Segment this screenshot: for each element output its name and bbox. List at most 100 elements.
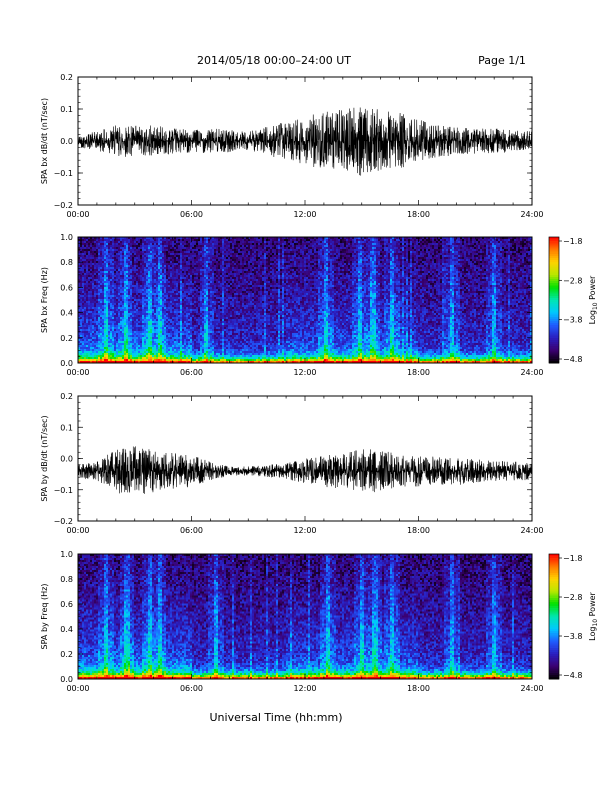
- spectrogram-cell: [92, 297, 95, 300]
- spectrogram-cell: [158, 319, 161, 322]
- spectrogram-cell: [124, 327, 127, 330]
- spectrogram-cell: [148, 331, 151, 334]
- spectrogram-cell: [108, 257, 111, 260]
- spectrogram-cell: [152, 303, 155, 306]
- spectrogram-cell: [116, 357, 119, 360]
- spectrogram-cell: [142, 303, 145, 306]
- spectrogram-cell: [168, 277, 171, 280]
- spectrogram-cell: [128, 349, 131, 352]
- spectrogram-cell: [200, 347, 203, 350]
- spectrogram-cell: [224, 331, 227, 334]
- spectrogram-cell: [204, 307, 207, 310]
- spectrogram-cell: [82, 301, 85, 304]
- spectrogram-cell: [102, 331, 105, 334]
- spectrogram-cell: [172, 299, 175, 302]
- spectrogram-cell: [92, 299, 95, 302]
- spectrogram-cell: [98, 243, 101, 246]
- spectrogram-cell: [108, 337, 111, 340]
- spectrogram-cell: [142, 239, 145, 242]
- spectrogram-cell: [202, 293, 205, 296]
- spectrogram-cell: [210, 273, 213, 276]
- spectrogram-cell: [192, 309, 195, 312]
- spectrogram-cell: [222, 313, 225, 316]
- spectrogram-cell: [202, 259, 205, 262]
- spectrogram-cell: [154, 305, 157, 308]
- spectrogram-cell: [140, 309, 143, 312]
- spectrogram-cell: [140, 317, 143, 320]
- spectrogram-cell: [88, 287, 91, 290]
- spectrogram-cell: [132, 273, 135, 276]
- spectrogram-cell: [126, 245, 129, 248]
- spectrogram-cell: [190, 343, 193, 346]
- spectrogram-cell: [114, 259, 117, 262]
- spectrogram-cell: [228, 293, 231, 296]
- spectrogram-cell: [206, 307, 209, 310]
- spectrogram-cell: [126, 277, 129, 280]
- spectrogram-cell: [182, 311, 185, 314]
- spectrogram-cell: [112, 293, 115, 296]
- spectrogram-cell: [162, 331, 165, 334]
- spectrogram-cell: [188, 275, 191, 278]
- spectrogram-cell: [114, 285, 117, 288]
- spectrogram-cell: [106, 289, 109, 292]
- spectrogram-cell: [180, 343, 183, 346]
- spectrogram-cell: [190, 355, 193, 358]
- spectrogram-cell: [178, 345, 181, 348]
- spectrogram-cell: [176, 347, 179, 350]
- spectrogram-cell: [214, 303, 217, 306]
- spectrogram-cell: [146, 325, 149, 328]
- spectrogram-cell: [128, 283, 131, 286]
- spectrogram-cell: [202, 327, 205, 330]
- spectrogram-cell: [220, 319, 223, 322]
- spectrogram-cell: [122, 359, 125, 362]
- spectrogram-cell: [98, 319, 101, 322]
- spectrogram-cell: [154, 255, 157, 258]
- spectrogram-cell: [226, 287, 229, 290]
- spectrogram-cell: [98, 301, 101, 304]
- spectrogram-cell: [180, 345, 183, 348]
- spectrogram-cell: [162, 249, 165, 252]
- spectrogram-cell: [144, 271, 147, 274]
- spectrogram-cell: [92, 333, 95, 336]
- spectrogram-cell: [100, 279, 103, 282]
- spectrogram-cell: [222, 271, 225, 274]
- spectrogram-cell: [184, 351, 187, 354]
- spectrogram-cell: [84, 331, 87, 334]
- spectrogram-cell: [102, 271, 105, 274]
- spectrogram-cell: [84, 329, 87, 332]
- spectrogram-cell: [104, 281, 107, 284]
- spectrogram-cell: [132, 239, 135, 242]
- spectrogram-cell: [196, 311, 199, 314]
- spectrogram-cell: [222, 297, 225, 300]
- spectrogram-cell: [88, 301, 91, 304]
- spectrogram-cell: [120, 283, 123, 286]
- spectrogram-cell: [82, 279, 85, 282]
- spectrogram-cell: [214, 263, 217, 266]
- spectrogram-cell: [164, 311, 167, 314]
- spectrogram-cell: [160, 317, 163, 320]
- spectrogram-cell: [156, 343, 159, 346]
- spectrogram-cell: [178, 283, 181, 286]
- spectrogram-cell: [210, 343, 213, 346]
- spectrogram-cell: [124, 349, 127, 352]
- spectrogram-cell: [208, 299, 211, 302]
- spectrogram-cell: [78, 247, 81, 250]
- spectrogram-cell: [166, 345, 169, 348]
- spectrogram-cell: [230, 271, 233, 274]
- spectrogram-cell: [194, 265, 197, 268]
- spectrogram-cell: [122, 273, 125, 276]
- spectrogram-cell: [184, 309, 187, 312]
- spectrogram-cell: [164, 269, 167, 272]
- spectrogram-cell: [102, 301, 105, 304]
- spectrogram-cell: [90, 259, 93, 262]
- spectrogram-cell: [190, 321, 193, 324]
- spectrogram-cell: [108, 327, 111, 330]
- spectrogram-cell: [120, 347, 123, 350]
- spectrogram-cell: [94, 293, 97, 296]
- spectrogram-cell: [190, 289, 193, 292]
- spectrogram-cell: [106, 307, 109, 310]
- spectrogram-cell: [88, 249, 91, 252]
- spectrogram-cell: [108, 299, 111, 302]
- spectrogram-cell: [90, 285, 93, 288]
- spectrogram-cell: [138, 359, 141, 362]
